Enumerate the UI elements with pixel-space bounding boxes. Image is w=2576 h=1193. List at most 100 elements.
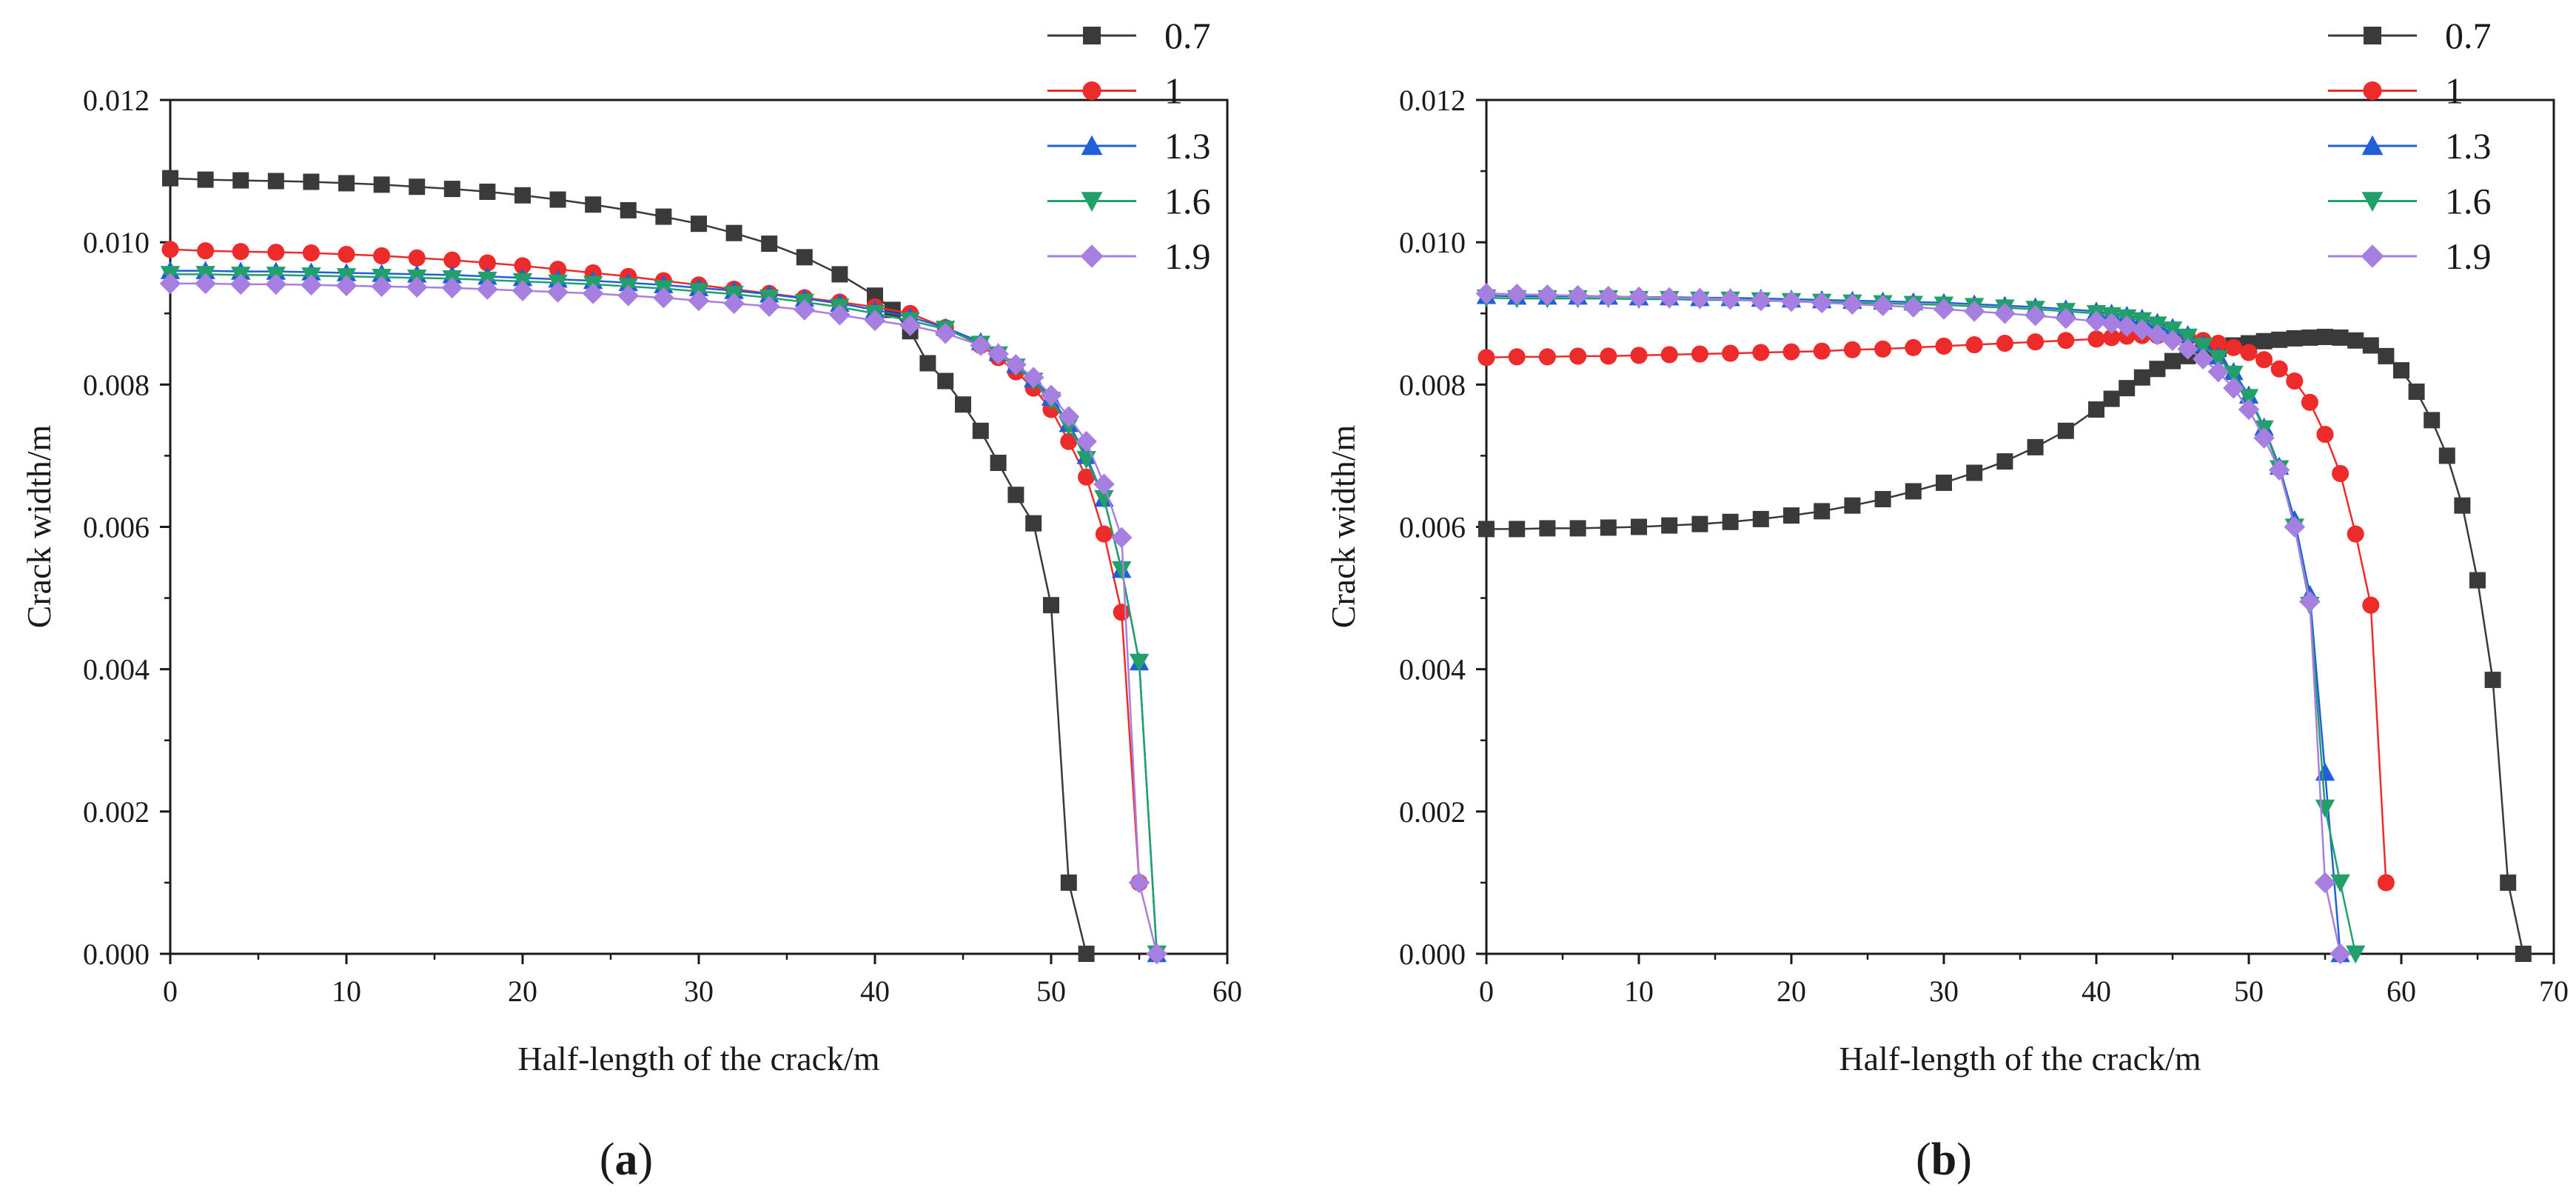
- panel-b: 0 10 20 30 40 50 60 70 0.000 0.002 0.004 0.006 0.008…: [1324, 15, 2569, 1185]
- data-point: [758, 295, 780, 317]
- legend-item: 1.9: [2328, 235, 2492, 277]
- data-point: [162, 170, 178, 187]
- data-point: [1842, 293, 1863, 315]
- data-point: [1040, 384, 1062, 407]
- data-point: [617, 284, 640, 307]
- data-point: [2088, 401, 2104, 418]
- data-point: [2057, 332, 2075, 350]
- legend-marker: [1081, 135, 1103, 156]
- data-point: [2085, 310, 2107, 332]
- data-point: [2238, 398, 2260, 421]
- data-point: [2330, 874, 2350, 893]
- data-point: [796, 249, 813, 266]
- x-tick-label: 40: [2082, 975, 2111, 1008]
- data-point: [1631, 518, 1647, 535]
- data-point: [585, 196, 602, 213]
- data-point: [1752, 344, 1770, 361]
- legend-marker: [2361, 244, 2384, 268]
- data-point: [1902, 296, 1925, 318]
- data-point: [441, 277, 463, 298]
- legend-item: 0.7: [2328, 15, 2492, 56]
- series-line: [170, 282, 1158, 955]
- legend-item: 1.3: [2328, 125, 2492, 167]
- data-point: [1508, 348, 1526, 366]
- data-point: [1996, 335, 2013, 352]
- data-point: [1691, 345, 1708, 363]
- data-point: [2284, 516, 2306, 538]
- data-point: [1078, 468, 1096, 486]
- data-point: [2347, 525, 2364, 543]
- data-point: [990, 455, 1007, 472]
- data-point: [1628, 286, 1650, 308]
- data-point: [1813, 342, 1831, 360]
- legend-marker: [1081, 192, 1103, 212]
- data-point: [1661, 517, 1678, 534]
- data-point: [2286, 330, 2303, 347]
- y-tick-label: 0.010: [1399, 226, 1466, 259]
- data-point: [653, 287, 674, 309]
- data-point: [1475, 283, 1497, 304]
- series-1-9: [159, 273, 1168, 965]
- data-point: [1110, 527, 1133, 549]
- data-point: [1093, 473, 1115, 495]
- data-point: [2027, 333, 2045, 351]
- data-point: [970, 335, 992, 356]
- data-point: [831, 266, 848, 283]
- data-point: [972, 422, 989, 439]
- data-point: [1129, 653, 1150, 672]
- data-point: [919, 355, 936, 372]
- data-point: [232, 243, 249, 261]
- data-point: [1569, 520, 1586, 537]
- data-point: [195, 273, 216, 295]
- data-point: [335, 275, 358, 297]
- x-tick-label: 20: [508, 975, 537, 1008]
- data-point: [1843, 341, 1861, 358]
- data-point: [2253, 427, 2275, 449]
- data-point: [2238, 389, 2259, 407]
- data-point: [1780, 290, 1802, 313]
- data-point: [2393, 362, 2409, 379]
- data-point: [899, 315, 921, 336]
- data-point: [2103, 390, 2120, 407]
- data-point: [1720, 288, 1741, 310]
- x-axis-label: Half-length of the crack/m: [1839, 1040, 2201, 1077]
- data-point: [688, 290, 710, 312]
- data-point: [1658, 287, 1680, 309]
- data-point: [1537, 284, 1558, 306]
- series-line: [170, 270, 1158, 955]
- legend-label: 1.9: [1164, 235, 1211, 277]
- data-point: [2347, 332, 2364, 349]
- panel-a: 0 10 20 30 40 50 60 0.000 0.002 0.004 0.006 0.008 0.…: [20, 15, 1242, 1185]
- data-point: [2424, 412, 2441, 429]
- legend-item: 1.3: [1047, 125, 1211, 167]
- data-point: [2301, 329, 2318, 346]
- panel-label: (a): [600, 1134, 653, 1185]
- data-point: [829, 304, 851, 326]
- axis-ticks: 0 10 20 30 40 50 60 70 0.000 0.002 0.004 0.006 0.008…: [1399, 84, 2569, 1008]
- data-point: [477, 278, 498, 300]
- data-point: [2161, 330, 2184, 352]
- y-axis-label: Crack width/m: [20, 424, 58, 628]
- data-point: [2207, 361, 2230, 383]
- x-tick-label: 50: [1036, 975, 1066, 1008]
- legend-label: 1.3: [2445, 125, 2492, 167]
- data-point: [2515, 946, 2532, 962]
- data-point: [2131, 319, 2153, 341]
- data-point: [1752, 510, 1769, 527]
- data-point: [761, 235, 778, 253]
- data-point: [1128, 872, 1150, 894]
- data-point: [2271, 331, 2288, 348]
- data-point: [2087, 330, 2105, 348]
- data-point: [2208, 350, 2228, 368]
- data-point: [371, 275, 392, 298]
- data-point: [620, 201, 637, 218]
- data-point: [443, 251, 461, 269]
- data-point: [2103, 329, 2121, 347]
- data-point: [159, 273, 181, 295]
- panel-label-letter: b: [1931, 1134, 1956, 1185]
- data-point: [1094, 489, 1114, 509]
- data-point: [794, 299, 816, 321]
- axis-ticks: 0 10 20 30 40 50 60 0.000 0.002 0.004 0.006 0.008 0.…: [83, 84, 1242, 1008]
- data-point: [2193, 338, 2213, 356]
